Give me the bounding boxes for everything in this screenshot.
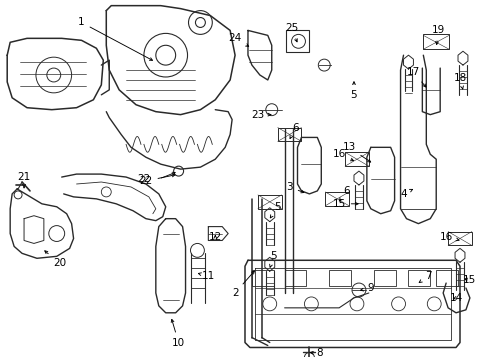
Bar (345, 152, 368, 166)
Text: 21: 21 (18, 172, 31, 188)
Text: 22: 22 (137, 174, 151, 184)
Text: 14: 14 (448, 293, 462, 303)
Text: 20: 20 (45, 251, 66, 268)
Text: 5: 5 (350, 82, 357, 100)
Text: 6: 6 (289, 122, 298, 139)
Text: 4: 4 (399, 189, 412, 199)
Text: 2: 2 (231, 271, 254, 298)
Text: 24: 24 (228, 33, 248, 46)
Text: 1: 1 (78, 18, 152, 60)
Text: 19: 19 (431, 26, 444, 45)
Bar (447, 231, 471, 246)
Text: 8: 8 (309, 348, 322, 359)
Text: 15: 15 (462, 275, 476, 285)
Text: 23: 23 (251, 110, 270, 120)
Text: 12: 12 (208, 231, 222, 242)
Text: 5: 5 (269, 251, 277, 267)
Bar (373, 270, 395, 286)
Bar (251, 270, 273, 286)
Bar (423, 35, 448, 49)
Text: 11: 11 (198, 271, 215, 281)
Text: 18: 18 (452, 73, 466, 89)
Text: 16: 16 (439, 231, 458, 242)
Text: 10: 10 (171, 319, 185, 347)
Text: 25: 25 (285, 23, 298, 42)
Bar (277, 127, 301, 141)
Text: 13: 13 (342, 142, 370, 162)
Text: 16: 16 (332, 149, 353, 161)
Bar (325, 192, 348, 206)
Bar (435, 270, 457, 286)
Text: 9: 9 (360, 283, 373, 293)
Text: 7: 7 (418, 271, 431, 283)
Text: 22: 22 (139, 174, 175, 186)
Text: 5: 5 (270, 202, 281, 218)
Bar (328, 270, 350, 286)
Bar (284, 270, 306, 286)
Text: 6: 6 (339, 186, 349, 201)
Text: 15: 15 (332, 199, 357, 209)
Bar (257, 195, 281, 209)
Bar (407, 270, 429, 286)
Text: 17: 17 (406, 67, 425, 87)
Bar (285, 30, 309, 52)
Text: 3: 3 (285, 182, 303, 193)
